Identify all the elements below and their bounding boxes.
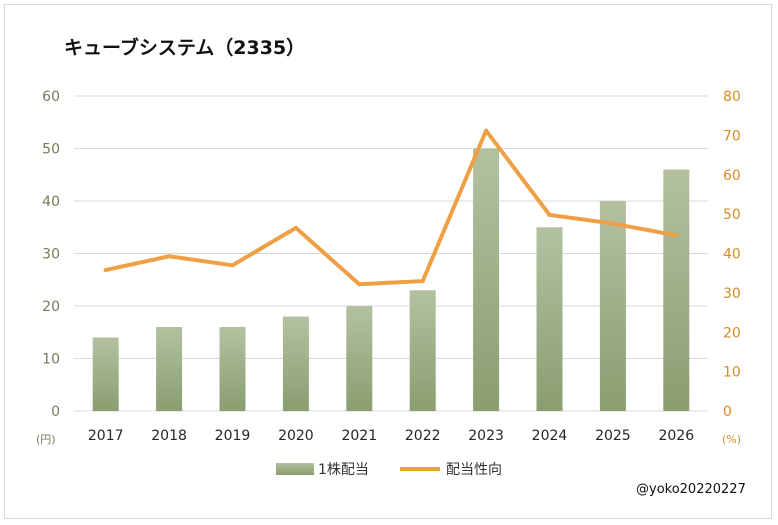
y-left-tick-label: 0 [51, 404, 60, 420]
x-axis: 2017 2018 2019 2020 2021 2022 2023 2024 2025 2026 [88, 428, 694, 444]
x-tick-label: 2017 [88, 428, 124, 444]
x-tick-label: 2024 [532, 428, 568, 444]
x-tick-label: 2026 [658, 428, 694, 444]
bar [346, 306, 373, 411]
legend-line-label: 配当性向 [446, 462, 502, 478]
line-point [230, 263, 235, 268]
legend: 1株配当 配当性向 [276, 462, 502, 478]
line-point [674, 233, 679, 238]
y-left-tick-label: 10 [42, 352, 60, 368]
y-right-tick-label: 40 [723, 247, 741, 263]
y-right-tick-label: 10 [723, 365, 741, 381]
legend-bar-label: 1株配当 [318, 462, 369, 478]
y-right-tick-label: 60 [723, 168, 741, 184]
y-left-tick-label: 40 [42, 194, 60, 210]
y-right-unit: (%) [722, 433, 741, 446]
x-tick-label: 2023 [468, 428, 504, 444]
y-right-tick-label: 70 [723, 128, 741, 144]
bar [282, 316, 309, 411]
bar [156, 327, 183, 411]
line-point [293, 225, 298, 230]
line-series [103, 128, 679, 287]
line-point [420, 279, 425, 284]
x-tick-label: 2020 [278, 428, 314, 444]
chart-frame [4, 4, 772, 519]
bar-series [92, 148, 690, 411]
bar [473, 148, 500, 411]
chart-title: キューブシステム（2335） [64, 36, 305, 59]
y-right-tick-label: 20 [723, 325, 741, 341]
x-tick-label: 2019 [215, 428, 251, 444]
bar [536, 227, 563, 411]
line-point [357, 282, 362, 287]
legend-bar-swatch [276, 463, 314, 475]
y-left-tick-label: 50 [42, 142, 60, 158]
line-point [610, 221, 615, 226]
y-right-tick-label: 80 [723, 89, 741, 105]
x-tick-label: 2018 [151, 428, 187, 444]
y-right-tick-label: 0 [723, 404, 732, 420]
bar [219, 327, 246, 411]
credit-text: @yoko20220227 [636, 482, 746, 497]
x-tick-label: 2022 [405, 428, 441, 444]
bar [92, 337, 119, 411]
y-left-unit: (円) [36, 433, 56, 446]
y-right-tick-label: 50 [723, 207, 741, 223]
bar [599, 201, 626, 411]
bar [409, 290, 436, 411]
line-point [103, 268, 108, 273]
y-axis-right: 0 10 20 30 40 50 60 70 80 [723, 89, 741, 420]
line-point [484, 128, 489, 133]
y-left-tick-label: 30 [42, 247, 60, 263]
x-tick-label: 2025 [595, 428, 631, 444]
y-left-tick-label: 60 [42, 89, 60, 105]
bar [663, 169, 690, 411]
x-tick-label: 2021 [341, 428, 377, 444]
y-right-tick-label: 30 [723, 286, 741, 302]
y-left-tick-label: 20 [42, 299, 60, 315]
line-path [103, 128, 679, 287]
line-point [167, 254, 172, 259]
y-axis-left: 0 10 20 30 40 50 60 [42, 89, 60, 420]
line-point [547, 212, 552, 217]
